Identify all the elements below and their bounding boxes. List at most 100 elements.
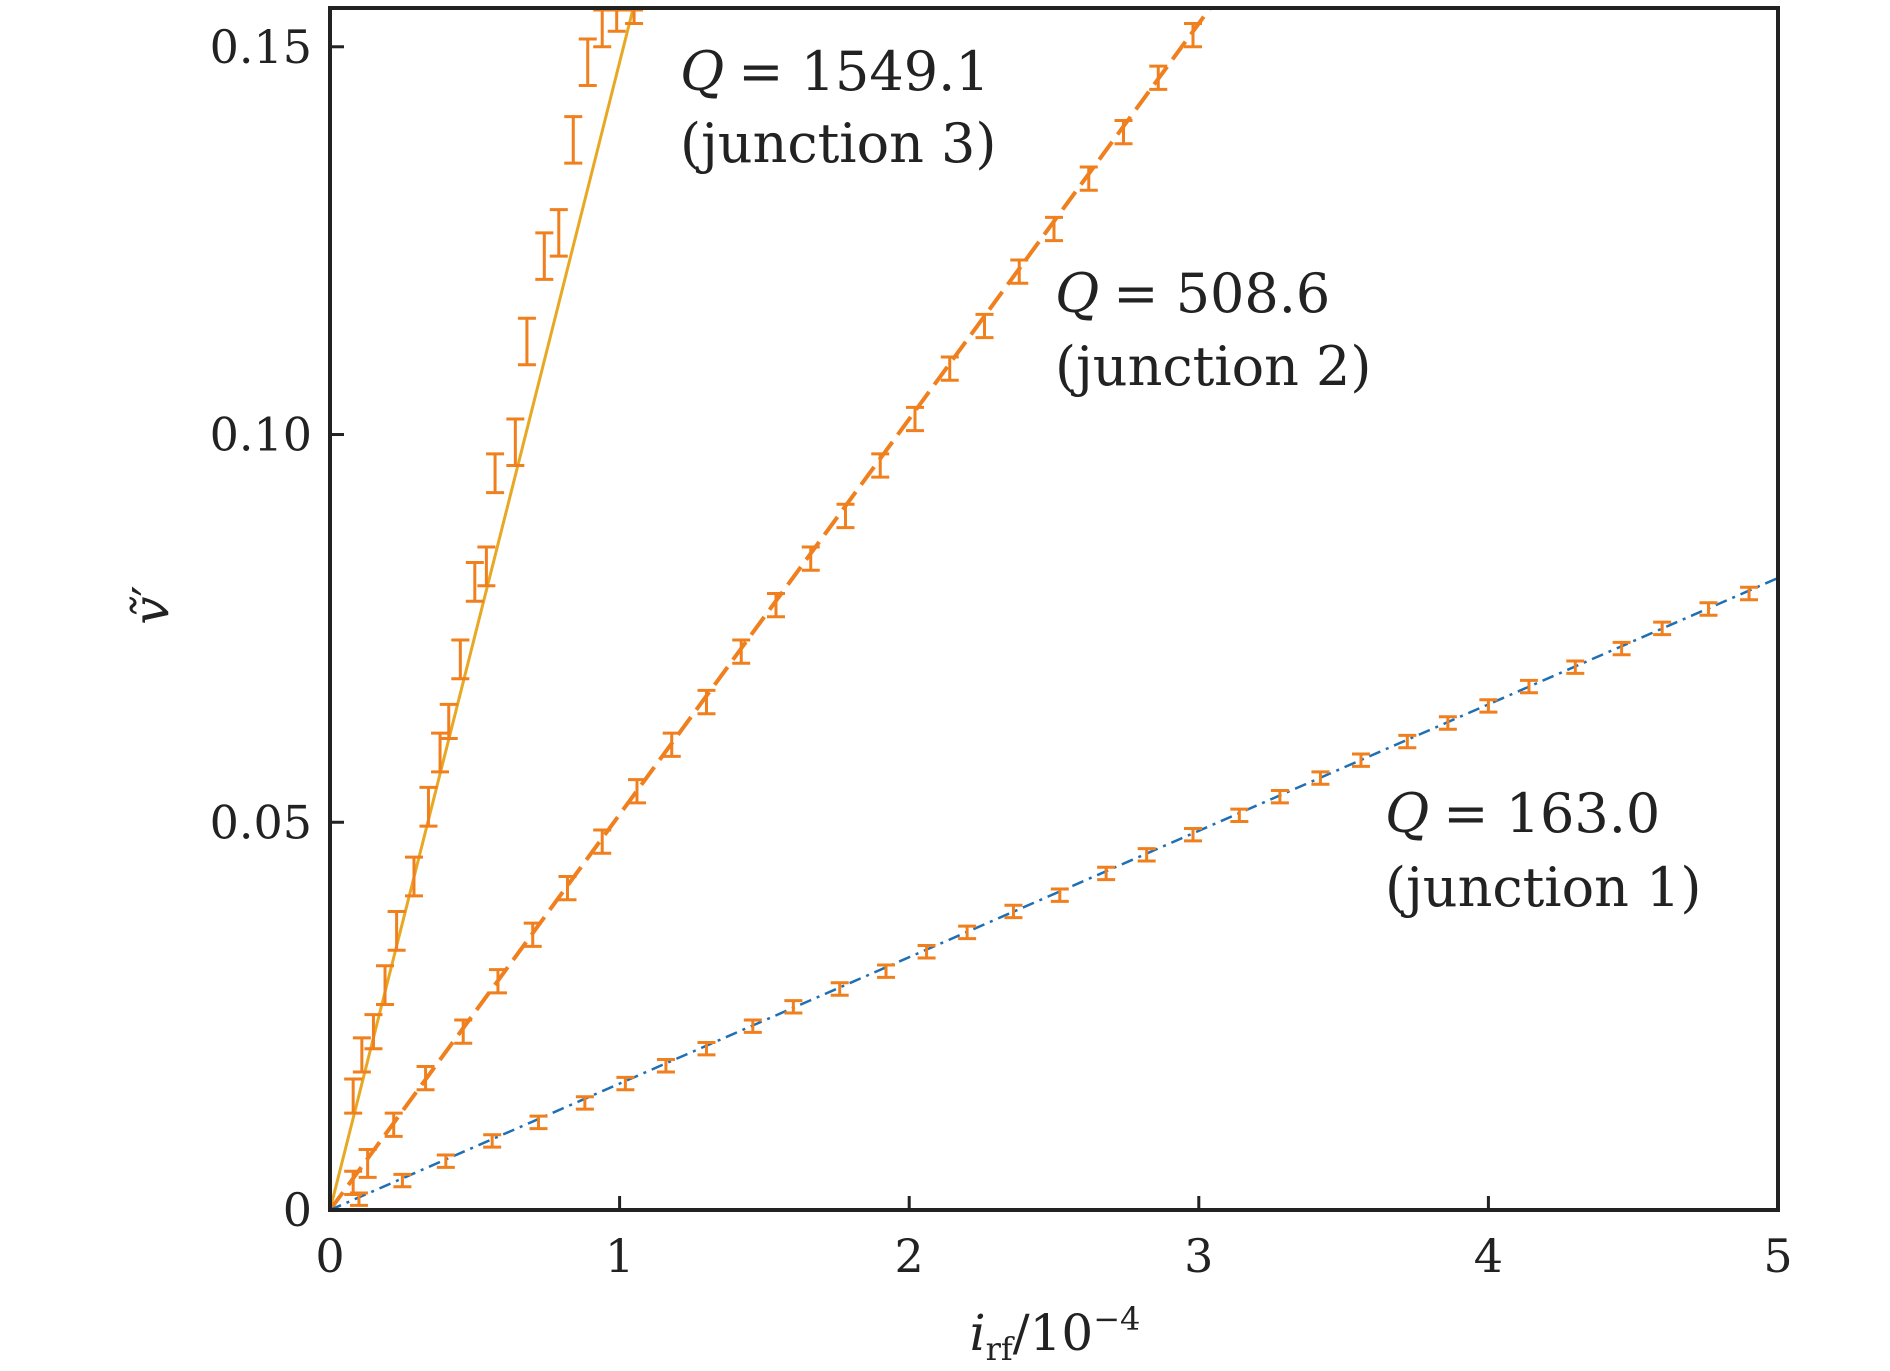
errorbar-point [465, 560, 484, 603]
errorbar-point [1184, 22, 1203, 49]
annotation-junction-label: (junction 3) [680, 112, 996, 175]
errorbar-point [1050, 887, 1069, 903]
x-tick-label: 1 [605, 1229, 634, 1283]
x-tick-label: 3 [1184, 1229, 1213, 1283]
annotation-junction-label: (junction 2) [1055, 335, 1371, 398]
errorbar-point [364, 1013, 383, 1051]
errorbar-point [830, 981, 849, 997]
x-tick-label: 5 [1763, 1229, 1792, 1283]
x-axis-label: irf/10−4 [970, 1300, 1141, 1368]
axis-ticks: 0 1 2 3 4 5 0 0.05 0.10 0.15 [210, 20, 1793, 1283]
errorbar-point [743, 1018, 762, 1034]
errorbar-point [506, 417, 525, 468]
errorbar-point [625, 8, 644, 26]
errorbar-point [477, 545, 496, 588]
annotation-q-value: Q = 163.0 [1385, 782, 1660, 845]
errorbar-point [607, 8, 626, 33]
errorbar-point [451, 638, 470, 681]
errorbar-point [419, 785, 438, 828]
errorbar-point [486, 452, 505, 495]
errorbar-point [1230, 807, 1249, 823]
errorbar-point [662, 731, 681, 758]
errorbar-point [575, 1095, 594, 1111]
errorbar-point [416, 1065, 435, 1092]
errorbar-point [523, 921, 542, 948]
errorbar-point [697, 688, 716, 716]
errorbar-point [732, 638, 751, 665]
errorbar-point [766, 591, 785, 619]
errorbar-point [801, 545, 820, 572]
annotation-junction-1: Q = 163.0 (junction 1) [1385, 782, 1701, 919]
errorbar-point [517, 316, 536, 367]
errorbar-point [1097, 865, 1116, 882]
errorbar-point [975, 312, 994, 340]
errorbar-point [1137, 847, 1156, 863]
errorbar-point [564, 115, 583, 165]
errorbar-point [1311, 770, 1330, 786]
annotation-q-value: Q = 508.6 [1055, 262, 1330, 325]
errorbar-point [1184, 826, 1203, 843]
y-tick-label: 0.05 [210, 795, 312, 849]
errorbar-point [488, 968, 507, 995]
errorbar-point [1079, 165, 1098, 192]
errorbar-point [836, 502, 855, 530]
errorbar-point [1699, 601, 1718, 617]
errorbar-point [344, 1169, 363, 1196]
errorbar-point [917, 944, 936, 960]
errorbar-point [558, 875, 577, 902]
errorbar-point [439, 702, 458, 741]
errorbar-point [616, 1075, 635, 1092]
errorbar-point [349, 1191, 368, 1207]
y-tick-label: 0.10 [210, 408, 312, 462]
errorbar-point [593, 8, 612, 49]
errorbar-point [1114, 118, 1133, 146]
errorbar-point [1740, 585, 1759, 602]
errorbar-point [958, 924, 977, 941]
errorbar-point [1010, 258, 1029, 285]
errorbar-point [905, 405, 924, 433]
errorbar-point [1045, 215, 1063, 243]
y-tick-label: 0 [283, 1183, 312, 1237]
errorbar-point [1270, 788, 1289, 805]
errorbar-point [1519, 678, 1538, 695]
x-tick-label: 2 [895, 1229, 924, 1283]
errorbar-point [1566, 659, 1585, 675]
errorbar-point [1351, 752, 1370, 768]
errorbar-point [454, 1018, 473, 1045]
errorbar-point [1479, 698, 1498, 714]
errorbar-point [393, 1172, 412, 1189]
errorbar-point [387, 909, 406, 952]
errorbar-point [404, 855, 423, 898]
errorbar-point [535, 231, 554, 281]
errorbar-point [358, 1148, 377, 1179]
errorbar-point [1398, 733, 1417, 750]
errorbar-point [436, 1153, 455, 1169]
errorbar-point [483, 1133, 502, 1149]
series-lines [328, 6, 1779, 1212]
errorbar-point [384, 1111, 403, 1138]
fit-line-series-1 [328, 6, 1212, 1212]
errorbar-point [344, 1077, 363, 1115]
error-bars [344, 8, 1759, 1207]
x-tick-label: 4 [1474, 1229, 1503, 1283]
errorbar-point [871, 452, 890, 479]
errorbar-point [1653, 620, 1672, 637]
errorbar-point [593, 828, 612, 855]
errorbar-point [1438, 715, 1457, 731]
errorbar-point [877, 963, 896, 979]
annotation-junction-label: (junction 1) [1385, 856, 1701, 919]
errorbar-point [1149, 64, 1168, 91]
x-tick-label: 0 [315, 1229, 344, 1283]
errorbar-point [1004, 903, 1023, 920]
fit-line-series-0 [328, 7, 635, 1211]
errorbar-point [352, 1036, 371, 1074]
annotation-junction-2: Q = 508.6 (junction 2) [1055, 262, 1371, 398]
y-tick-label: 0.15 [210, 20, 312, 74]
errorbar-point [784, 999, 803, 1015]
errorbar-point [529, 1114, 548, 1131]
errorbar-point [1612, 640, 1631, 657]
annotation-junction-3: Q = 1549.1 (junction 3) [680, 40, 996, 175]
errorbar-point [627, 778, 646, 805]
fit-line-series-2 [329, 576, 1779, 1212]
